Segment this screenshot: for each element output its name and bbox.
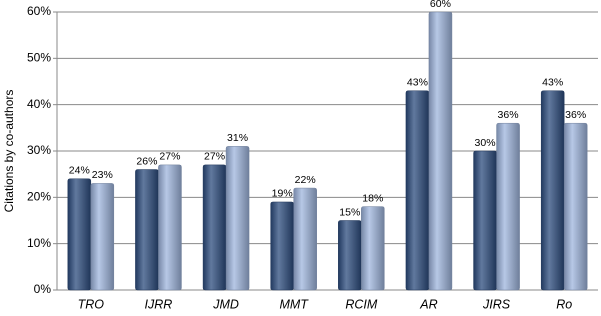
bar [135,169,159,291]
bar [67,178,92,291]
bar [361,206,385,291]
bar [90,183,115,291]
value-label: 18% [362,192,383,204]
value-label: 36% [498,109,519,121]
bar [270,201,294,291]
value-label: 19% [272,188,293,200]
value-label: 23% [92,169,113,181]
bar [405,90,430,291]
x-tick-label: JMD [212,297,239,311]
x-tick-label: TRO [78,297,105,311]
y-tick-label: 10% [27,236,51,250]
value-label: 43% [407,77,428,89]
value-label: 26% [136,155,157,167]
y-tick-label: 50% [27,51,51,65]
bar [428,11,453,291]
bar [563,122,588,291]
x-tick-label: MMT [279,297,309,311]
bar [540,90,565,291]
x-tick-label: RCIM [345,297,378,311]
value-label: 22% [295,174,316,186]
bar [225,146,250,291]
y-tick-label: 0% [34,282,52,296]
value-label: 30% [475,137,496,149]
bar [496,122,520,291]
value-label: 43% [542,77,563,89]
bar [473,150,497,291]
value-label: 36% [565,109,586,121]
y-tick-label: 30% [27,143,51,157]
y-tick-label: 20% [27,190,51,204]
bar [202,164,227,291]
x-tick-label: AR [419,297,437,311]
y-tick-label: 40% [27,97,51,111]
value-label: 24% [69,165,90,177]
value-label: 15% [339,206,360,218]
value-label: 60% [430,0,451,10]
x-tick-label: Ro [556,297,572,311]
x-tick-label: IJRR [145,297,173,311]
value-label: 27% [159,151,180,163]
value-label: 31% [227,132,248,144]
value-label: 27% [204,151,225,163]
bar [158,164,182,291]
x-tick-label: JIRS [482,297,511,311]
bar [293,187,317,291]
y-tick-label: 60% [27,4,51,18]
bar [338,220,362,291]
y-axis-label: Citations by co-authors [2,90,16,213]
